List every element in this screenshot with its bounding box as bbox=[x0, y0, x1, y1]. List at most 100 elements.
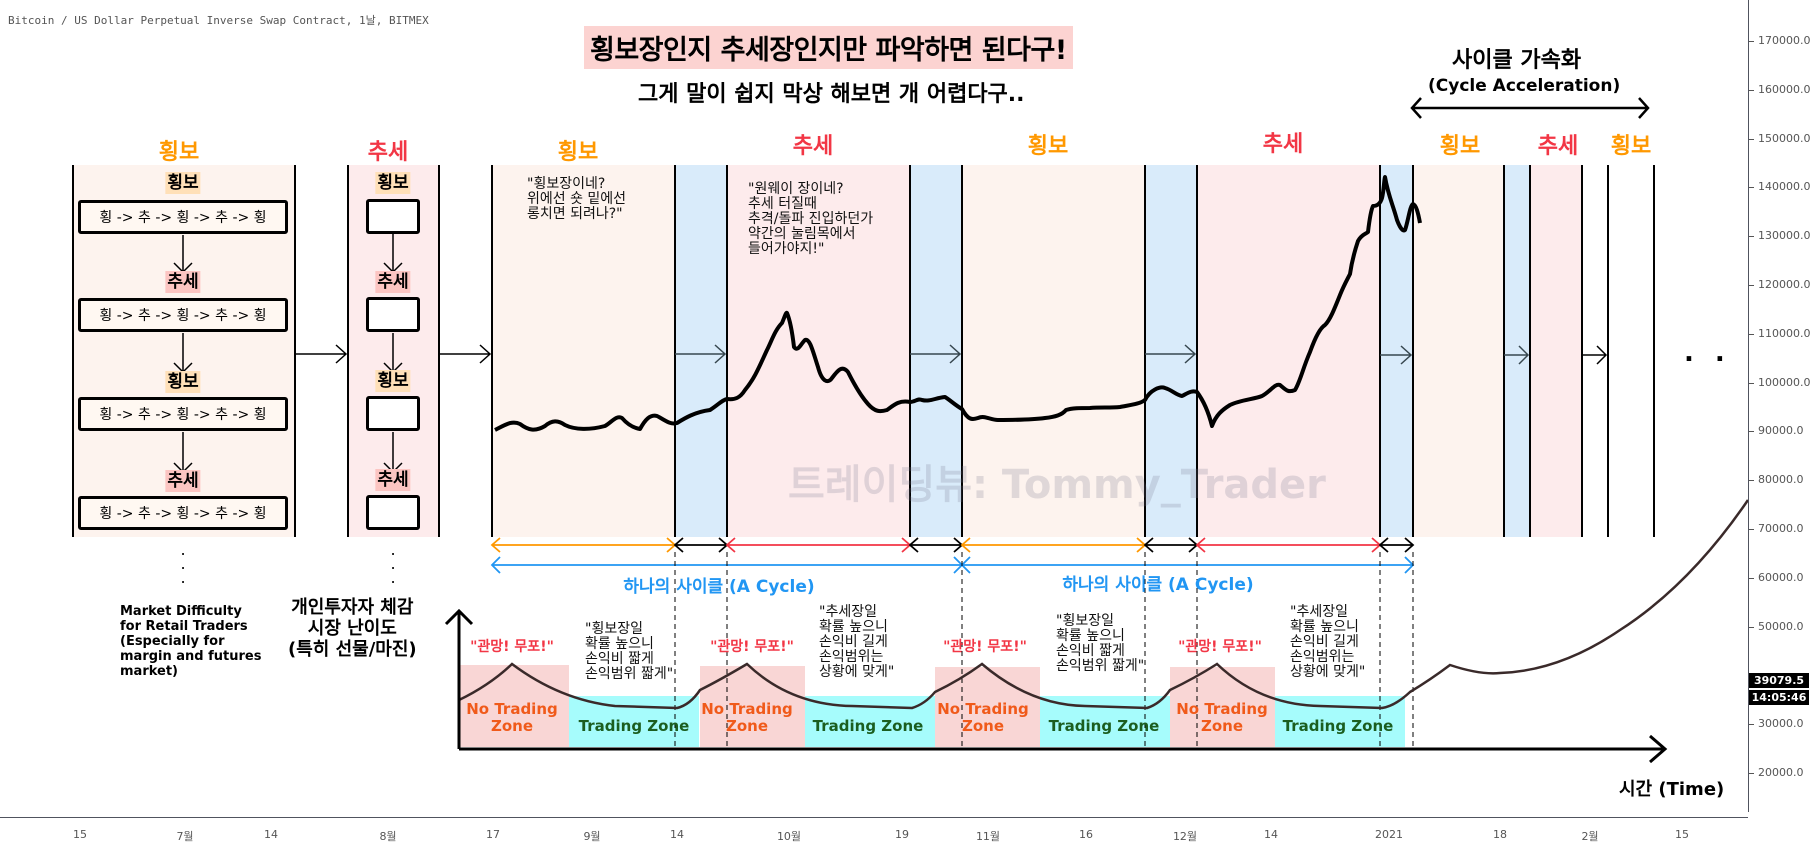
flow-continuation-dots: . . . bbox=[180, 540, 186, 587]
warning-label-1: "관망! 무포!" bbox=[470, 639, 554, 655]
headline-subtitle: 그게 말이 쉽지 막상 해보면 개 어렵다구.. bbox=[638, 82, 1025, 107]
time-tick: 14 bbox=[264, 828, 278, 841]
dashed-guides bbox=[674, 552, 1414, 747]
time-tick: 15 bbox=[73, 828, 87, 841]
compact-box-1 bbox=[366, 199, 420, 234]
cycle-label-2: 하나의 사이클 (A Cycle) bbox=[1062, 575, 1254, 595]
warning-label-2: "관망! 무포!" bbox=[710, 639, 794, 655]
flow-tag-trend-1: 추세 bbox=[165, 271, 201, 293]
compact-box-2 bbox=[366, 297, 420, 332]
time-tick: 2021 bbox=[1375, 828, 1403, 841]
no-trading-zone-label-1: No Trading Zone bbox=[466, 700, 558, 735]
time-tick: 18 bbox=[1493, 828, 1507, 841]
time-axis[interactable] bbox=[0, 817, 1748, 850]
time-tick: 8월 bbox=[379, 830, 397, 843]
no-trading-zone-label-2: No Trading Zone bbox=[701, 700, 793, 735]
compact-tag-trend-2: 추세 bbox=[375, 469, 411, 491]
time-tick: 11월 bbox=[975, 830, 1001, 843]
headline-title: 횡보장인지 추세장인지만 파악하면 된다구! bbox=[584, 26, 1073, 69]
price-tick: 20000.0 bbox=[1749, 766, 1804, 779]
price-tick: 130000.0 bbox=[1749, 229, 1811, 242]
phase-label-trend-2: 추세 bbox=[1262, 132, 1304, 157]
band-trend-2 bbox=[1197, 165, 1380, 537]
acceleration-subtitle: (Cycle Acceleration) bbox=[1428, 76, 1621, 96]
no-trading-zone-bg-1 bbox=[459, 665, 569, 747]
time-axis-arrow bbox=[459, 734, 1668, 764]
price-tick: 60000.0 bbox=[1749, 571, 1804, 584]
warning-label-3: "관망! 무포!" bbox=[943, 639, 1027, 655]
phase-dividers bbox=[72, 165, 1655, 537]
time-axis-label: 시간 (Time) bbox=[1619, 779, 1725, 800]
time-tick: 9월 bbox=[583, 830, 601, 843]
phase-label-trend-3: 추세 bbox=[1537, 134, 1579, 159]
band-range-3 bbox=[1413, 165, 1504, 537]
phase-label-trend-overview: 추세 bbox=[367, 140, 409, 165]
flow-arrows bbox=[295, 344, 1608, 365]
time-tick: 16 bbox=[1079, 828, 1093, 841]
band-range-1 bbox=[492, 165, 675, 537]
compact-continuation-dots: . . . bbox=[390, 540, 396, 587]
time-tick: 2월 bbox=[1581, 830, 1599, 843]
compact-tag-range-2: 횡보 bbox=[375, 370, 411, 392]
trend-advice-2: "추세장일 확률 높으니 손익비 길게 손익범위는 상황에 맞게" bbox=[1290, 604, 1366, 680]
price-tick: 100000.0 bbox=[1749, 376, 1811, 389]
chart-symbol-title: Bitcoin / US Dollar Perpetual Inverse Sw… bbox=[8, 14, 429, 27]
time-tick: 10월 bbox=[776, 830, 802, 843]
phase-label-range-4: 횡보 bbox=[1610, 134, 1652, 159]
warning-label-4: "관망! 무포!" bbox=[1178, 639, 1262, 655]
price-tick: 140000.0 bbox=[1749, 180, 1811, 193]
trading-zone-label-1: Trading Zone bbox=[578, 717, 690, 735]
phase-brackets bbox=[490, 537, 1415, 574]
trend-thought-quote: "원웨이 장이네? 추세 터질때 추격/돌파 진입하던가 약간의 눌림목에서 들… bbox=[748, 181, 874, 257]
no-trading-zone-bg-3 bbox=[935, 667, 1040, 747]
flow-box-3: 횡 -> 추 -> 횡 -> 추 -> 횡 bbox=[78, 397, 288, 431]
trading-zone-bg-1 bbox=[569, 696, 699, 747]
time-tick: 14 bbox=[1264, 828, 1278, 841]
band-transition-2 bbox=[910, 165, 962, 537]
trading-zone-label-2: Trading Zone bbox=[812, 717, 924, 735]
flow-tag-range-2: 횡보 bbox=[165, 371, 201, 393]
price-tick: 70000.0 bbox=[1749, 522, 1804, 535]
compact-box-3 bbox=[366, 396, 420, 431]
compact-tag-trend-1: 추세 bbox=[375, 271, 411, 293]
flow-tag-trend-2: 추세 bbox=[165, 470, 201, 492]
watermark: 트레이딩뷰: Tommy_Trader bbox=[788, 462, 1326, 508]
last-price-badge: 39079.5 bbox=[1749, 673, 1809, 688]
price-tick: 30000.0 bbox=[1749, 717, 1804, 730]
price-tick: 80000.0 bbox=[1749, 473, 1804, 486]
range-advice-1: "횡보장일 확률 높으니 손익비 짧게 손익범위 짧게" bbox=[585, 621, 674, 682]
price-tick: 160000.0 bbox=[1749, 83, 1811, 96]
compact-box-4 bbox=[366, 495, 420, 530]
compact-tag-range-1: 횡보 bbox=[375, 172, 411, 194]
time-tick: 12월 bbox=[1172, 830, 1198, 843]
price-tick: 120000.0 bbox=[1749, 278, 1811, 291]
time-tick: 17 bbox=[486, 828, 500, 841]
time-tick: 7월 bbox=[176, 830, 194, 843]
phase-label-trend-1: 추세 bbox=[792, 134, 834, 159]
flow-box-2: 횡 -> 추 -> 횡 -> 추 -> 횡 bbox=[78, 298, 288, 332]
band-trend-1 bbox=[727, 165, 910, 537]
time-tick: 19 bbox=[895, 828, 909, 841]
flow-tag-range-1: 횡보 bbox=[165, 172, 201, 194]
band-range-2 bbox=[962, 165, 1145, 537]
trading-zone-label-3: Trading Zone bbox=[1048, 717, 1160, 735]
difficulty-axes bbox=[444, 608, 1668, 764]
no-trading-zone-label-4: No Trading Zone bbox=[1176, 700, 1268, 735]
range-advice-2: "횡보장일 확률 높으니 손익비 짧게 손익범위 짧게" bbox=[1056, 613, 1145, 674]
phase-label-range-1: 횡보 bbox=[557, 140, 599, 165]
difficulty-title-en: Market Difficulty for Retail Traders (Es… bbox=[120, 604, 262, 679]
phase-label-range-overview: 횡보 bbox=[158, 140, 200, 165]
acceleration-arrow bbox=[1410, 97, 1650, 119]
band-transition-3 bbox=[1145, 165, 1197, 537]
time-tick: 15 bbox=[1675, 828, 1689, 841]
band-transition-1 bbox=[675, 165, 727, 537]
band-transition-5 bbox=[1504, 165, 1530, 537]
trend-advice-1: "추세장일 확률 높으니 손익비 길게 손익범위는 상황에 맞게" bbox=[819, 604, 895, 680]
flow-box-4: 횡 -> 추 -> 횡 -> 추 -> 횡 bbox=[78, 496, 288, 530]
continuation-ellipsis: . . . bbox=[1684, 338, 1762, 368]
price-tick: 170000.0 bbox=[1749, 34, 1811, 47]
no-trading-zone-label-3: No Trading Zone bbox=[937, 700, 1029, 735]
price-line bbox=[494, 175, 1422, 432]
flow-box-1: 횡 -> 추 -> 횡 -> 추 -> 횡 bbox=[78, 200, 288, 234]
time-tick: 14 bbox=[670, 828, 684, 841]
